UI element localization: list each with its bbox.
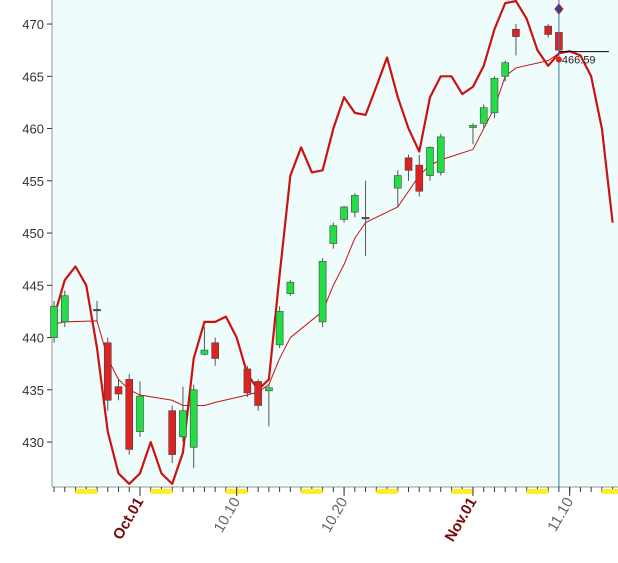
candle-body <box>469 125 477 128</box>
candle-body <box>512 28 520 37</box>
candle-body <box>436 136 445 173</box>
candle-body <box>265 387 273 392</box>
candle-body <box>254 381 262 406</box>
candle-body <box>243 368 252 394</box>
candle-body <box>168 410 177 455</box>
candle-body <box>501 62 510 77</box>
candle-body <box>60 295 69 323</box>
y-tick-label: 450 <box>22 226 44 241</box>
candle-body <box>125 379 134 450</box>
candle-body <box>544 25 552 35</box>
candle-body <box>351 195 359 213</box>
candle-body <box>275 311 284 346</box>
cursor-point <box>555 56 562 63</box>
weekend-band <box>150 489 173 494</box>
candle-body <box>415 164 424 192</box>
candle-body <box>93 309 101 312</box>
candle-body <box>404 157 413 171</box>
weekend-band <box>451 489 473 494</box>
candle-body <box>361 217 370 220</box>
y-tick-label: 445 <box>22 278 44 293</box>
y-tick-label: 435 <box>22 383 44 398</box>
line-series <box>52 0 614 485</box>
candle-body <box>479 107 488 124</box>
x-tick-label: Nov.01 <box>442 494 481 544</box>
candle-body <box>340 206 348 220</box>
line-series <box>53 52 560 406</box>
x-tick-label: 10.10 <box>211 495 244 536</box>
candle-body <box>103 342 112 401</box>
candle-body <box>179 410 187 438</box>
candle-body <box>329 225 338 244</box>
candle-body <box>200 349 209 355</box>
x-tick-label: 10.20 <box>318 495 351 536</box>
x-tick-label: Oct.01 <box>110 495 148 543</box>
candle-body <box>211 342 219 359</box>
candle-body <box>426 147 434 176</box>
weekend-band <box>75 489 98 494</box>
weekend-band <box>526 489 549 494</box>
y-tick-label: 460 <box>22 122 44 137</box>
candle-body <box>114 386 123 395</box>
cursor-label: 466.59 <box>562 55 596 67</box>
candle-body <box>136 395 144 432</box>
x-tick-label: 11.10 <box>544 495 577 535</box>
y-tick-label: 465 <box>22 69 44 84</box>
weekend-band <box>376 489 398 494</box>
candle-body <box>50 305 58 338</box>
y-tick-label: 430 <box>22 435 44 450</box>
weekend-band <box>601 489 618 494</box>
cursor-marker <box>554 3 564 15</box>
y-tick-label: 455 <box>22 174 44 189</box>
candle-body <box>189 389 198 448</box>
candle-body <box>393 175 402 189</box>
y-tick-label: 470 <box>22 17 44 32</box>
candle-body <box>286 281 295 294</box>
candle-body <box>318 260 327 323</box>
weekend-band <box>301 489 323 494</box>
candle-body <box>490 78 499 114</box>
y-tick-label: 440 <box>22 331 44 346</box>
